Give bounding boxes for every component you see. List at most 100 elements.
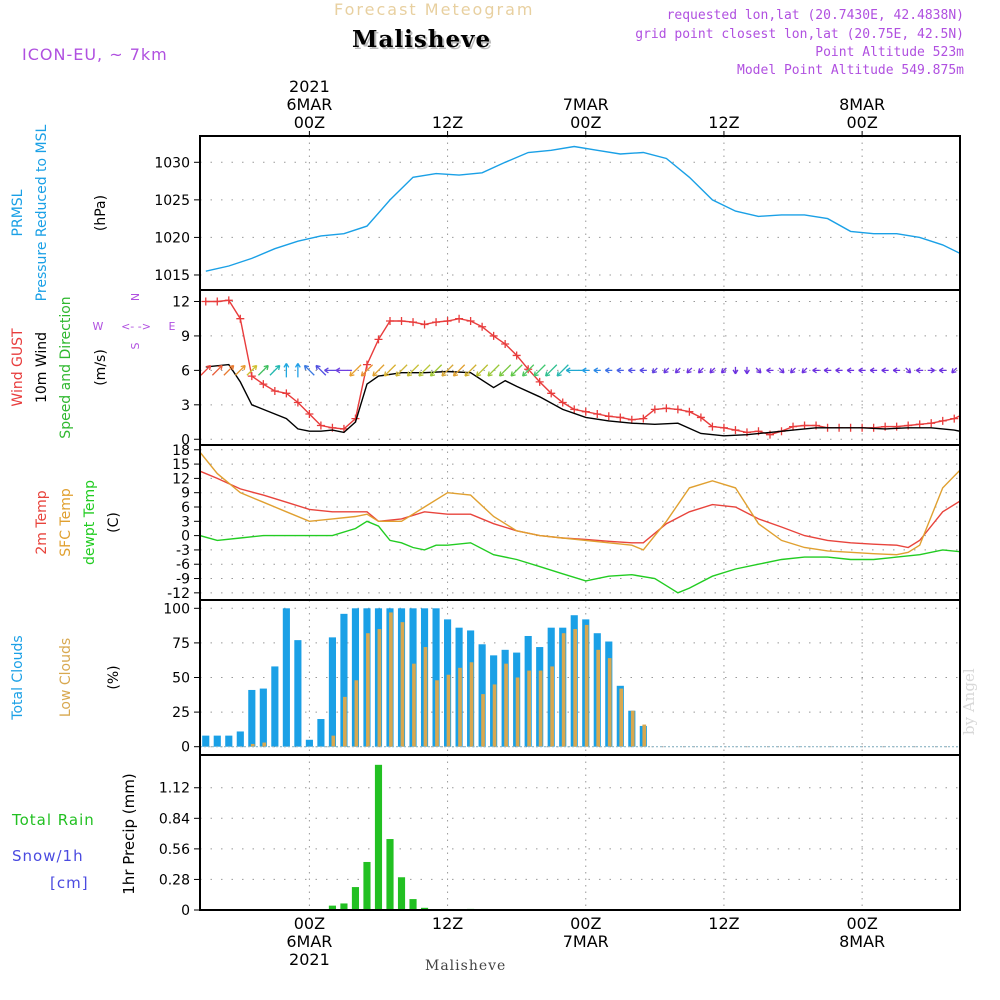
low-cloud-bar — [527, 670, 531, 747]
compass-west: W — [93, 320, 104, 333]
low-cloud-bar — [481, 694, 485, 747]
wind-direction-arrow — [372, 364, 385, 377]
gust-marker — [293, 398, 302, 407]
y-tick-label: -9 — [176, 572, 190, 588]
gust-marker — [996, 425, 1000, 433]
y-tick-label: 0 — [181, 740, 190, 756]
wind-direction-arrow — [674, 367, 681, 374]
low-cloud-bar — [250, 743, 255, 747]
wind-direction-arrow — [881, 367, 889, 374]
y-tick-label: 6 — [181, 363, 190, 379]
wind-direction-arrow — [846, 367, 855, 374]
gust-marker — [316, 421, 325, 430]
rain-bar — [386, 839, 394, 910]
low-cloud-bar — [435, 680, 439, 747]
wind-direction-arrow — [744, 366, 750, 375]
gust-marker — [938, 416, 947, 425]
point-altitude: Point Altitude 523m — [815, 45, 964, 60]
wind-direction-arrow — [441, 364, 454, 377]
wind-direction-arrow — [858, 367, 866, 374]
precip-data — [200, 764, 960, 910]
footer-location: Malisheve — [425, 958, 507, 974]
wind-panel: 0 3 6 9 12 Wind GUST 10m Wind Speed and Directi… — [10, 289, 1000, 448]
gust-marker — [593, 410, 602, 418]
top-axis-label: 00Z — [294, 113, 325, 132]
requested-coordinates: requested lon,lat (20.7430E, 42.4838N) — [666, 8, 964, 23]
total-cloud-bar — [213, 735, 221, 747]
wind-direction-arrow — [789, 367, 796, 374]
gust-marker — [962, 409, 970, 417]
gust-marker — [558, 398, 567, 407]
low-cloud-bar — [377, 629, 382, 747]
low-cloud-bar — [550, 666, 554, 747]
wind-direction-arrow — [395, 364, 408, 377]
sfc-temp-line — [200, 451, 960, 556]
wind-direction-arrow — [651, 367, 658, 374]
bottom-axis-label: 8MAR — [839, 932, 885, 951]
top-axis-label: 00Z — [570, 113, 601, 132]
gust-marker — [478, 322, 487, 331]
gust-marker — [409, 318, 418, 327]
gust-marker — [420, 320, 429, 329]
y-tick-label: 0.84 — [159, 811, 190, 827]
wind-direction-arrow — [686, 367, 693, 374]
total-cloud-bar — [225, 735, 233, 747]
gust-marker — [927, 419, 936, 428]
gust-marker — [466, 317, 475, 325]
gust-marker — [397, 317, 406, 325]
low-cloud-bar — [492, 684, 497, 747]
wind-direction-arrow — [639, 367, 647, 374]
gust-marker — [800, 421, 809, 430]
total-cloud-bar — [248, 689, 256, 747]
wind-direction-arrow — [778, 367, 785, 374]
total-cloud-bar — [236, 731, 244, 747]
wind-direction-arrow — [544, 364, 558, 377]
model-label: ICON-EU, ~ 7km — [22, 45, 168, 64]
wind-direction-arrow — [905, 367, 912, 374]
y-tick-label: 15 — [172, 457, 190, 473]
gust-marker — [570, 405, 579, 414]
wind-direction-arrow — [604, 367, 613, 374]
gust-marker — [604, 412, 613, 421]
gust-marker — [950, 414, 959, 423]
y-tick-label: 0 — [181, 432, 190, 448]
bottom-axis-label: 00Z — [846, 914, 877, 933]
y-tick-label: 0 — [181, 529, 190, 545]
top-axis-label: 8MAR — [839, 95, 885, 114]
gust-marker — [247, 372, 256, 381]
compass-arrows: <- -> — [121, 320, 151, 333]
total-cloud-bar — [328, 637, 336, 747]
low-cloud-bar — [607, 658, 612, 747]
gust-marker — [201, 297, 210, 306]
wind-direction-arrow — [927, 367, 936, 374]
y-tick-label: 12 — [172, 471, 190, 487]
gust-marker — [259, 380, 268, 389]
y-axis-label: 2m Temp — [34, 490, 50, 554]
wind-direction-arrow — [510, 364, 523, 377]
dewpt-temp-line — [200, 520, 960, 594]
wind-gust-line — [205, 299, 960, 436]
wind-direction-arrow — [223, 364, 235, 376]
y-axis-label: Pressure Reduced to MSL — [34, 124, 50, 301]
y-tick-label: 0.28 — [159, 872, 190, 888]
wind-direction-arrow — [565, 367, 583, 374]
y-axis-label: Speed and Direction — [58, 296, 74, 438]
gust-marker — [708, 422, 717, 431]
y-axis-unit: (C) — [106, 512, 122, 533]
compass-south: S — [129, 342, 142, 349]
gust-marker — [282, 389, 291, 398]
wind-direction-arrow — [315, 364, 327, 376]
wind-direction-arrow — [383, 364, 397, 377]
wind-direction-arrow — [211, 364, 223, 376]
gust-marker — [985, 423, 993, 431]
total-cloud-bar — [271, 666, 279, 747]
wind-direction-arrow — [294, 363, 301, 378]
wind-direction-arrow — [360, 364, 374, 377]
wind-direction-arrow — [835, 367, 843, 374]
total-cloud-bar — [351, 608, 360, 747]
bottom-axis-label: 7MAR — [563, 932, 609, 951]
y-tick-label: 0 — [181, 903, 190, 919]
rain-bar — [374, 764, 383, 910]
y-axis-unit: (m/s) — [93, 349, 109, 386]
gust-marker — [443, 317, 452, 325]
